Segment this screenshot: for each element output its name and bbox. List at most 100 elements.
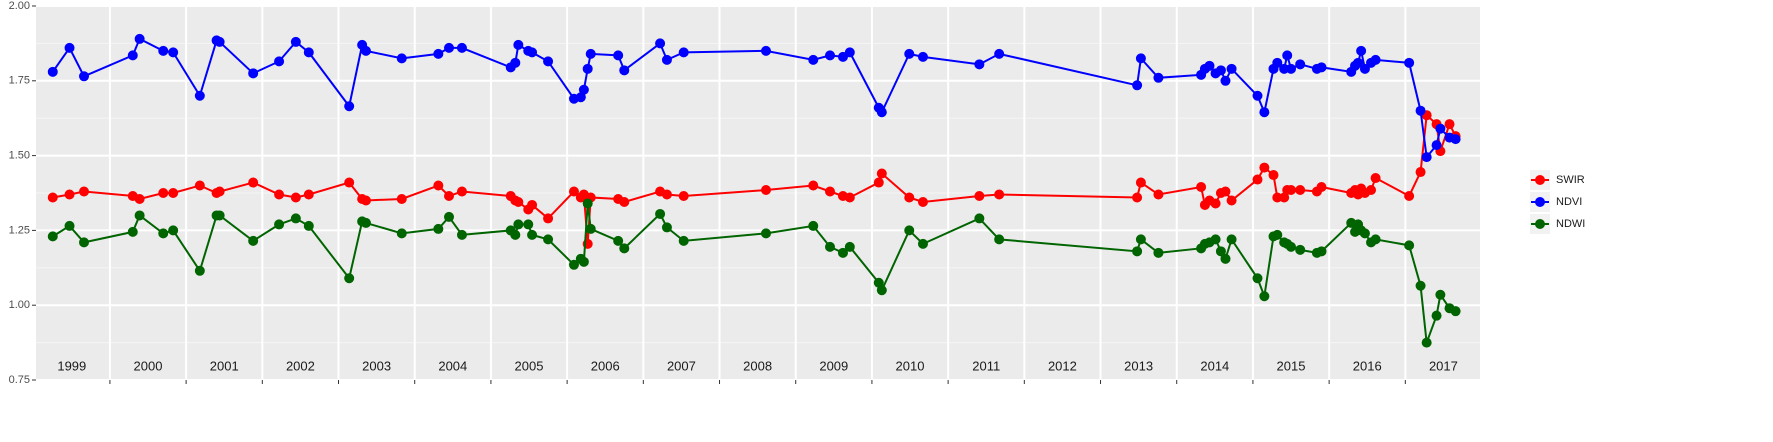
data-point (344, 177, 355, 188)
data-point (917, 196, 928, 207)
data-point (79, 186, 90, 197)
data-point (1226, 195, 1237, 206)
data-point (1316, 246, 1327, 257)
data-point (158, 45, 169, 56)
data-point (904, 48, 915, 59)
data-point (1153, 72, 1164, 83)
data-point (1295, 244, 1306, 255)
x-tick-label: 2005 (515, 358, 544, 373)
data-point (761, 45, 772, 56)
data-point (274, 219, 285, 230)
data-point (1272, 192, 1283, 203)
x-tick-label: 1999 (57, 358, 86, 373)
x-tick-label: 2009 (819, 358, 848, 373)
data-point (661, 189, 672, 200)
data-point (1404, 190, 1415, 201)
data-point (661, 54, 672, 65)
data-point (844, 241, 855, 252)
y-tick-label: 1.75 (9, 75, 30, 87)
y-tick-label: 1.00 (9, 299, 30, 311)
data-point (527, 199, 538, 210)
data-point (1279, 63, 1290, 74)
data-point (1135, 53, 1146, 64)
data-point (513, 219, 524, 230)
data-point (158, 188, 169, 198)
y-tick-label: 0.75 (9, 374, 30, 386)
x-tick-label: 2007 (667, 358, 696, 373)
data-point (134, 193, 145, 204)
data-point (543, 56, 554, 67)
data-point (1210, 198, 1221, 209)
data-point (523, 219, 534, 230)
data-point (582, 198, 593, 209)
data-point (1435, 123, 1446, 134)
data-point (655, 208, 666, 219)
data-point (1353, 57, 1364, 68)
data-point (360, 45, 371, 56)
data-point (527, 229, 538, 240)
y-tick-label: 2.00 (9, 0, 30, 12)
data-point (873, 277, 884, 288)
data-point (661, 222, 672, 233)
data-point (64, 189, 75, 200)
data-point (127, 226, 138, 237)
data-point (510, 57, 521, 68)
data-point (837, 247, 848, 258)
data-point (1215, 246, 1226, 257)
x-tick-label: 2000 (134, 358, 163, 373)
data-point (1295, 59, 1306, 70)
data-point (303, 189, 314, 200)
data-point (873, 177, 884, 188)
data-point (582, 63, 593, 74)
data-point (844, 192, 855, 203)
data-point (1196, 182, 1207, 193)
data-point (1272, 229, 1283, 240)
data-point (994, 234, 1005, 245)
x-tick-label: 2006 (591, 358, 620, 373)
data-point (360, 217, 371, 228)
data-point (1132, 80, 1143, 91)
data-point (47, 231, 58, 242)
data-point (1370, 54, 1381, 65)
data-point (1210, 234, 1221, 245)
x-tick-label: 2008 (743, 358, 772, 373)
x-tick-label: 2004 (438, 358, 467, 373)
data-point (344, 101, 355, 112)
data-point (1431, 310, 1442, 321)
x-tick-label: 2013 (1124, 358, 1153, 373)
data-point (761, 185, 772, 196)
x-tick-label: 2014 (1200, 358, 1229, 373)
data-point (1295, 185, 1306, 196)
legend-label: SWIR (1556, 174, 1585, 186)
data-point (396, 53, 407, 64)
data-point (1450, 134, 1461, 145)
data-point (1259, 291, 1270, 302)
x-tick-label: 2012 (1048, 358, 1077, 373)
data-point (619, 196, 630, 207)
data-point (127, 50, 138, 61)
legend-key-point (1535, 197, 1545, 207)
data-point (1153, 189, 1164, 200)
data-point (575, 92, 586, 103)
data-point (1259, 107, 1270, 118)
data-point (1132, 192, 1143, 203)
data-point (825, 241, 836, 252)
data-point (444, 211, 455, 222)
data-point (290, 213, 301, 224)
data-point (917, 238, 928, 249)
data-point (1286, 185, 1297, 196)
data-point (917, 51, 928, 62)
data-point (248, 68, 259, 79)
data-point (1135, 234, 1146, 245)
data-point (876, 285, 887, 296)
data-point (1415, 105, 1426, 116)
data-point (585, 223, 596, 234)
data-point (1316, 62, 1327, 73)
data-point (47, 192, 58, 203)
data-point (510, 229, 521, 240)
data-point (168, 225, 179, 236)
data-point (527, 47, 538, 58)
data-point (568, 186, 579, 197)
data-point (1279, 192, 1290, 203)
data-point (456, 229, 467, 240)
